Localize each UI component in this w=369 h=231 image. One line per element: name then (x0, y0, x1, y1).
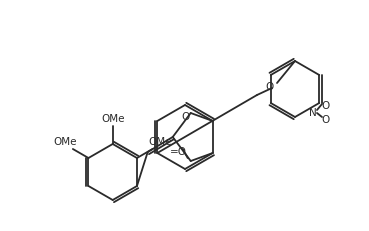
Text: O: O (265, 82, 273, 92)
Text: =O: =O (170, 146, 187, 156)
Text: O: O (182, 112, 190, 122)
Text: OMe: OMe (101, 113, 124, 123)
Text: OMe: OMe (53, 137, 77, 146)
Text: O: O (321, 115, 329, 125)
Text: O: O (321, 100, 329, 110)
Text: OMe: OMe (149, 137, 172, 146)
Text: N: N (309, 108, 317, 118)
